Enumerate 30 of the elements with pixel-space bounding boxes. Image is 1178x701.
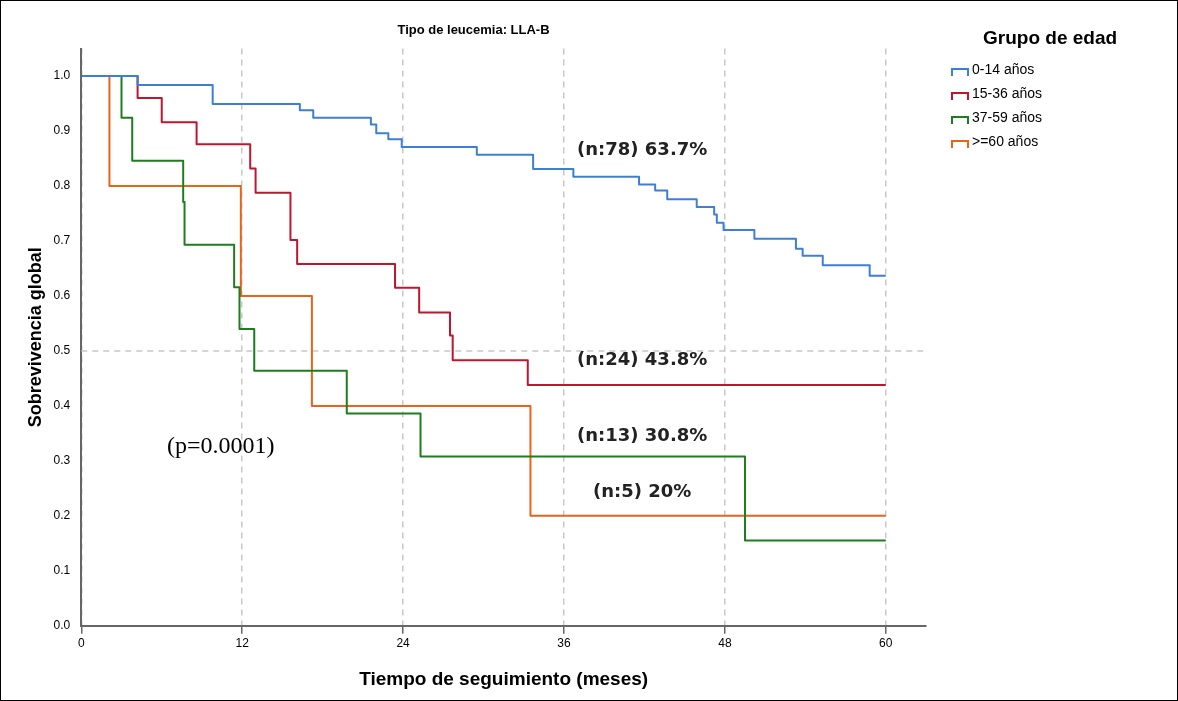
y-axis-title: Sobrevivencia global: [24, 247, 45, 428]
y-tick-label: 0.2: [53, 508, 71, 523]
annotation: (n:78) 63.7%: [577, 137, 708, 159]
legend-label: 37-59 años: [972, 109, 1043, 125]
annotation: (n:5) 20%: [593, 479, 692, 501]
y-tick-label: 0.5: [53, 343, 71, 358]
chart-title: Tipo de leucemia: LLA-B: [397, 22, 550, 38]
y-tick-label: 0.9: [53, 123, 71, 138]
legend-label: 15-36 años: [972, 85, 1043, 101]
y-tick-label: 0.0: [53, 618, 71, 633]
y-tick-label: 0.4: [53, 398, 71, 413]
legend-title: Grupo de edad: [983, 27, 1118, 49]
x-tick-label: 0: [77, 636, 85, 651]
x-axis-title: Tiempo de seguimiento (meses): [359, 667, 649, 689]
annotation: (p=0.0001): [166, 431, 275, 458]
x-tick-label: 24: [396, 636, 411, 651]
legend-label: >=60 años: [972, 133, 1039, 149]
y-tick-label: 0.7: [53, 233, 71, 248]
y-tick-label: 0.3: [53, 453, 71, 468]
x-tick-label: 12: [235, 636, 250, 651]
annotation: (n:24) 43.8%: [577, 347, 708, 369]
y-tick-label: 0.6: [53, 288, 71, 303]
x-tick-label: 60: [879, 636, 893, 651]
legend-label: 0-14 años: [972, 61, 1035, 77]
x-tick-label: 48: [718, 636, 732, 651]
y-tick-label: 1.0: [53, 68, 71, 83]
annotation: (n:13) 30.8%: [577, 423, 708, 445]
y-tick-label: 0.8: [53, 178, 71, 193]
y-tick-label: 0.1: [53, 563, 71, 578]
x-tick-label: 36: [557, 636, 571, 651]
